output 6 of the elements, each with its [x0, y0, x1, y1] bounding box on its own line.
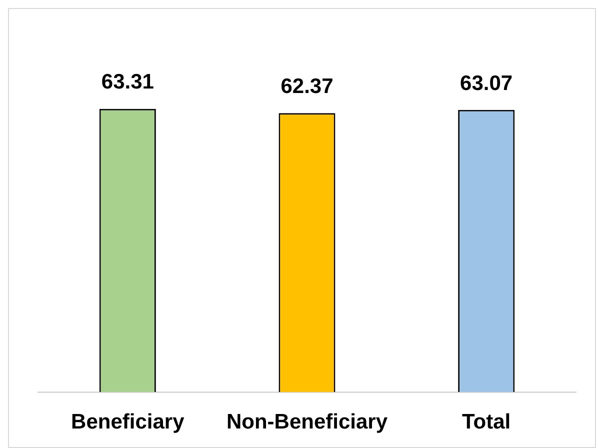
data-label: 63.31 — [101, 70, 154, 94]
x-tick-label: Total — [462, 410, 511, 434]
data-label: 62.37 — [280, 74, 334, 98]
data-label: 63.07 — [460, 72, 513, 95]
x-tick-label: Non-Beneficiary — [226, 410, 388, 434]
x-tick-label: Beneficiary — [71, 410, 185, 434]
